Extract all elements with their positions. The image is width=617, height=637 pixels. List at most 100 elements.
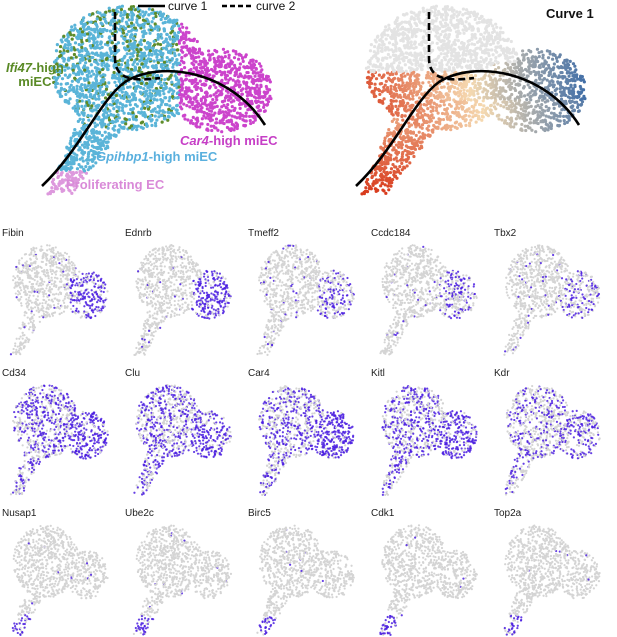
cluster-point [121,31,126,35]
pseudotime-point [488,60,492,64]
cluster-point [87,150,91,155]
cluster-point [166,41,170,45]
cluster-point [105,21,109,25]
cluster-point [106,114,110,118]
cluster-point [76,181,80,185]
pseudotime-point [540,81,544,85]
cluster-point [81,57,85,61]
pseudotime-point [545,123,550,127]
pseudotime-point [489,96,494,100]
pseudotime-point [507,107,511,111]
cluster-point [95,40,99,44]
pseudotime-point [443,21,448,25]
cluster-point [258,109,262,113]
pseudotime-point [407,93,411,98]
cluster-point [268,94,272,98]
pseudotime-point [546,108,550,112]
pseudotime-point [400,146,404,150]
pseudotime-point [367,82,372,86]
cluster-point [107,81,111,85]
cluster-point [128,85,132,89]
pseudotime-point [455,126,459,130]
cluster-point [235,126,239,131]
pseudotime-point [462,49,467,53]
cluster-point [99,40,103,44]
cluster-point [119,96,123,100]
pseudotime-point [410,10,414,15]
cluster-points [46,4,273,196]
pseudotime-point [473,32,477,37]
cluster-point [132,82,136,86]
cluster-point [120,34,124,38]
pseudotime-point [400,161,404,165]
cluster-point [170,106,174,111]
pseudotime-point [540,111,545,115]
cluster-point [112,96,116,100]
cluster-point [227,108,231,112]
pseudotime-point [482,104,486,108]
pseudotime-point [419,84,423,88]
pseudotime-point [509,99,513,103]
cluster-point [135,125,139,129]
cluster-point [120,120,124,124]
cluster-point [59,172,63,176]
pseudotime-point [399,157,404,161]
pseudotime-point [432,28,436,32]
cluster-point [95,123,100,127]
cluster-point [59,187,63,191]
cluster-point [254,59,258,63]
cluster-point [246,91,250,95]
cluster-point [139,47,143,52]
pseudotime-point [385,178,390,182]
pseudotime-point [539,120,543,124]
cluster-point [141,34,145,38]
cluster-point [245,70,249,75]
pseudotime-point [518,79,522,83]
cluster-point [182,102,186,106]
cluster-point [74,55,78,59]
cluster-point [251,58,255,62]
cluster-point [156,37,160,41]
pseudotime-point [369,186,373,190]
pseudotime-point [426,64,430,68]
cluster-point [170,29,175,33]
cluster-point [83,33,87,37]
pseudotime-point [389,84,393,88]
pseudotime-point [498,45,503,50]
cluster-point [266,97,270,101]
cluster-point [186,89,190,93]
cluster-point [131,117,136,121]
pseudotime-point [421,36,425,40]
cluster-point [262,105,266,109]
cluster-point [173,31,177,35]
pseudotime-point [450,43,454,47]
cluster-point [205,112,209,116]
pseudotime-point [560,66,564,70]
cluster-point [60,167,64,171]
pseudotime-point [467,79,471,84]
pseudotime-point [469,118,473,122]
pseudotime-point [570,77,574,82]
cluster-point [198,59,202,63]
cluster-point [254,100,258,105]
cluster-point [69,183,73,187]
pseudotime-point [434,90,438,94]
cluster-point [138,59,142,63]
cluster-point [135,20,139,24]
cluster-point [85,143,89,148]
pseudotime-point [546,56,551,60]
cluster-point [200,83,204,87]
pseudotime-point [511,47,516,51]
cluster-point [75,167,80,171]
cluster-point [184,45,189,50]
cluster-point [144,31,148,35]
cluster-point [64,92,68,97]
cluster-point [261,95,266,99]
cluster-point [113,120,118,124]
cluster-point [176,111,181,116]
pseudotime-point [408,74,413,79]
pseudotime-point [403,27,407,31]
pseudotime-point [386,33,390,37]
cluster-point [218,108,222,112]
pseudotime-point [414,58,418,63]
